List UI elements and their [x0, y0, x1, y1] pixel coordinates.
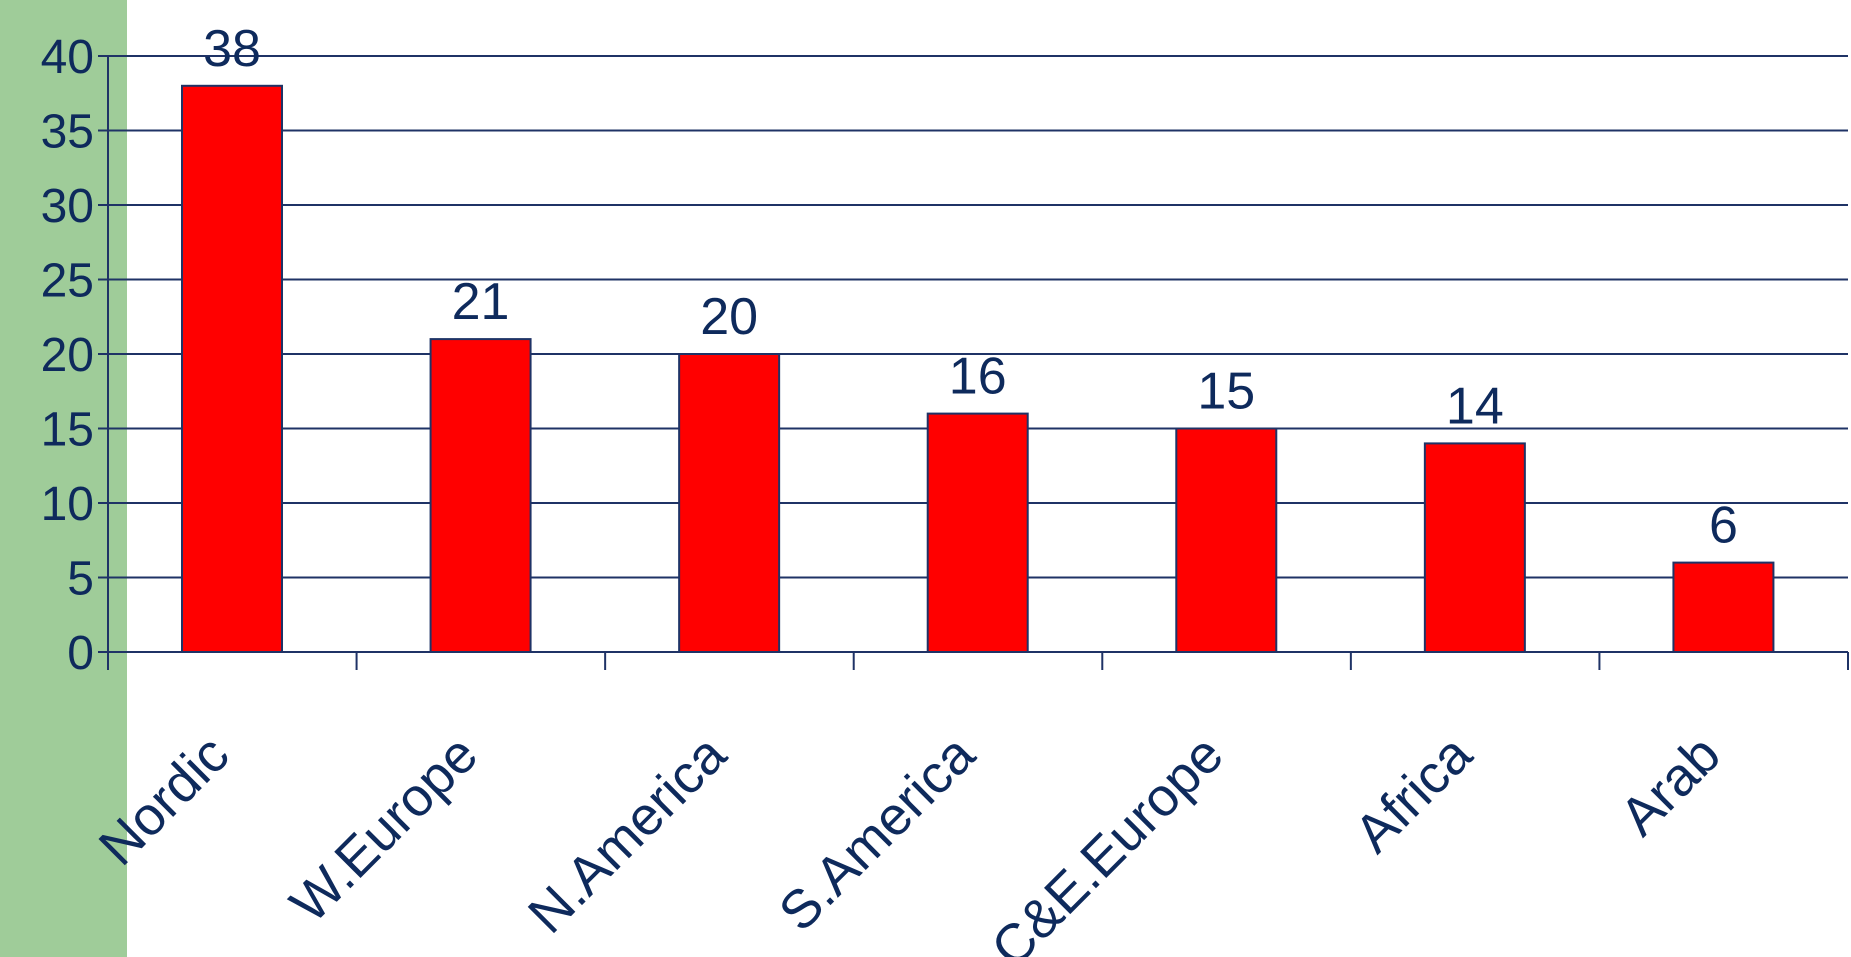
- side-accent-band: [0, 0, 127, 957]
- category-label: Nordic: [88, 724, 241, 877]
- bar: [1175, 427, 1278, 653]
- y-tick-label: 40: [41, 31, 94, 84]
- data-label: 38: [203, 20, 261, 78]
- y-tick-label: 25: [41, 255, 94, 308]
- data-label: 21: [452, 273, 510, 331]
- data-labels: 38 21 20 16 15 14 6: [203, 20, 1738, 555]
- category-label: Arab: [1609, 724, 1732, 847]
- data-label: 14: [1446, 377, 1504, 435]
- axes: [98, 55, 1849, 670]
- y-tick-label: 20: [41, 329, 94, 382]
- y-tick-label: 10: [41, 478, 94, 531]
- bar: [1672, 561, 1775, 653]
- category-label: C&E.Europe: [980, 724, 1235, 957]
- category-label: Africa: [1343, 723, 1484, 864]
- category-label: S.America: [768, 723, 987, 942]
- category-labels: Nordic W.Europe N.America S.AmericaC&E.Euro…: [88, 723, 1732, 957]
- y-tick-label: 5: [67, 553, 94, 606]
- data-label: 15: [1197, 363, 1255, 421]
- y-tick-label: 0: [67, 627, 94, 680]
- y-tick-label: 15: [41, 404, 94, 457]
- bar: [926, 412, 1029, 653]
- bar: [678, 353, 781, 653]
- bars: [181, 84, 1775, 654]
- data-label: 6: [1709, 497, 1738, 555]
- y-tick-labels: 0 5 10 15 20 25 30 35 40: [41, 31, 94, 680]
- y-tick-label: 30: [41, 180, 94, 233]
- data-label: 16: [949, 348, 1007, 406]
- bar: [429, 338, 532, 653]
- category-label: W.Europe: [279, 724, 489, 934]
- bar: [181, 84, 283, 654]
- bar: [1423, 442, 1526, 653]
- data-label: 20: [700, 288, 758, 346]
- category-label: N.America: [517, 723, 738, 944]
- y-tick-label: 35: [41, 106, 94, 159]
